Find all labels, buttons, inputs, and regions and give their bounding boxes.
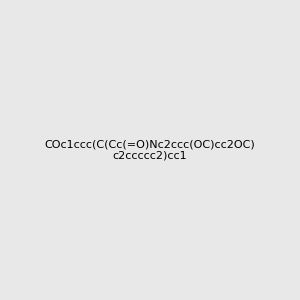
Text: COc1ccc(C(Cc(=O)Nc2ccc(OC)cc2OC)
c2ccccc2)cc1: COc1ccc(C(Cc(=O)Nc2ccc(OC)cc2OC) c2ccccc… [45, 139, 255, 161]
